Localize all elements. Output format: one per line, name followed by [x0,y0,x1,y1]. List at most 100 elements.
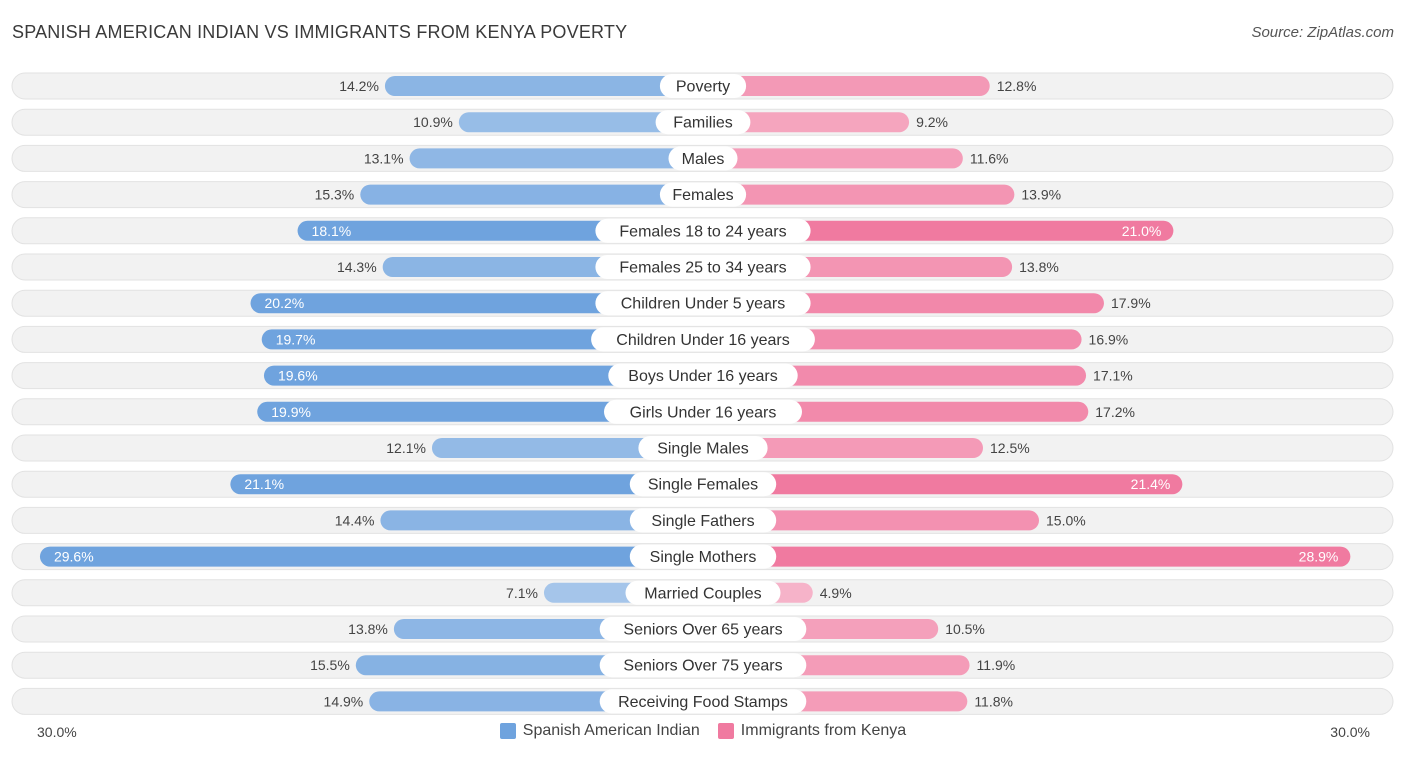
value-label-immigrants-from-kenya: 4.9% [820,585,852,601]
category-label-children-under-16-years: Children Under 16 years [616,332,789,349]
category-label-boys-under-16-years: Boys Under 16 years [628,368,777,385]
bar-immigrants-from-kenya-females [703,184,1015,205]
value-label-spanish-american-indian: 15.5% [310,657,350,673]
value-label-spanish-american-indian: 19.6% [278,368,318,384]
category-label-males: Males [682,151,725,168]
value-label-spanish-american-indian: 15.3% [315,187,355,203]
bar-immigrants-from-kenya-single-fathers [703,510,1039,531]
bar-immigrants-from-kenya-boys-under-16-years [703,365,1087,386]
legend-label: Spanish American Indian [522,722,700,739]
bar-spanish-american-indian-single-males [431,438,703,458]
bar-spanish-american-indian-children-under-5-years [250,293,703,314]
bar-spanish-american-indian-females [360,184,703,205]
legend-item-immigrants-from-kenya[interactable]: Immigrants from Kenya [717,722,907,740]
bar-spanish-american-indian-single-fathers [380,510,703,531]
bar-immigrants-from-kenya-families [703,112,910,133]
category-label-seniors-over-75-years: Seniors Over 75 years [623,658,782,675]
category-label-children-under-5-years: Children Under 5 years [621,296,786,313]
value-label-spanish-american-indian: 10.9% [413,114,453,130]
category-pill-females [659,182,747,207]
category-pill-girls-under-16-years [604,399,802,424]
bar-spanish-american-indian-single-mothers [39,546,703,567]
category-label-receiving-food-stamps: Receiving Food Stamps [618,694,788,711]
category-pill-children-under-5-years [595,291,811,316]
bar-immigrants-from-kenya-single-mothers [703,546,1351,567]
category-pill-boys-under-16-years [608,363,798,388]
value-label-immigrants-from-kenya: 16.9% [1089,331,1129,347]
bar-spanish-american-indian-poverty [384,76,703,96]
value-label-immigrants-from-kenya: 10.5% [945,621,985,637]
category-label-single-fathers: Single Fathers [651,513,754,530]
value-label-immigrants-from-kenya: 21.4% [1131,476,1171,492]
value-label-immigrants-from-kenya: 9.2% [916,114,948,130]
bar-immigrants-from-kenya-males [703,148,963,169]
category-label-single-mothers: Single Mothers [650,549,757,566]
category-pill-single-mothers [629,544,777,569]
axis-label-left: 30.0% [37,724,77,740]
value-label-spanish-american-indian: 14.2% [339,78,379,94]
value-label-spanish-american-indian: 21.1% [244,476,284,492]
legend-item-spanish-american-indian[interactable]: Spanish American Indian [499,722,700,740]
value-label-immigrants-from-kenya: 11.6% [970,150,1009,166]
source-note: Source: ZipAtlas.com [1251,24,1394,41]
value-label-immigrants-from-kenya: 17.9% [1111,295,1151,311]
category-pill-families [655,110,751,135]
bar-spanish-american-indian-girls-under-16-years [257,401,703,422]
bar-immigrants-from-kenya-single-males [703,438,983,458]
value-label-immigrants-from-kenya: 12.5% [990,440,1030,456]
value-label-spanish-american-indian: 19.9% [271,404,311,420]
value-label-immigrants-from-kenya: 21.0% [1122,223,1162,239]
value-label-spanish-american-indian: 14.4% [335,512,375,528]
category-label-seniors-over-65-years: Seniors Over 65 years [623,622,782,639]
category-label-married-couples: Married Couples [644,585,761,602]
legend-swatch-blue [499,723,516,739]
axis-label-right: 30.0% [1330,724,1370,740]
bar-immigrants-from-kenya-single-females [703,474,1183,495]
bar-immigrants-from-kenya-poverty [703,76,990,96]
value-label-spanish-american-indian: 14.9% [324,693,364,709]
category-pill-single-fathers [629,508,777,533]
category-pill-single-males [638,436,768,460]
bar-immigrants-from-kenya-females-18-to-24-years [703,220,1174,241]
category-pill-receiving-food-stamps [599,689,807,714]
bar-spanish-american-indian-males [409,148,703,169]
value-label-immigrants-from-kenya: 13.8% [1019,259,1059,275]
value-label-spanish-american-indian: 29.6% [54,549,94,565]
category-label-females-18-to-24-years: Females 18 to 24 years [619,223,786,240]
category-pill-married-couples [625,580,781,605]
value-label-immigrants-from-kenya: 28.9% [1299,549,1339,565]
category-pill-females-18-to-24-years [595,218,811,243]
bar-spanish-american-indian-families [458,112,703,133]
value-label-spanish-american-indian: 12.1% [386,440,426,456]
category-label-poverty: Poverty [676,79,730,96]
bar-spanish-american-indian-boys-under-16-years [263,365,703,386]
legend-label: Immigrants from Kenya [740,722,907,739]
value-label-immigrants-from-kenya: 13.9% [1021,187,1061,203]
value-label-immigrants-from-kenya: 15.0% [1046,512,1086,528]
category-label-females-25-to-34-years: Females 25 to 34 years [619,260,786,277]
category-pill-males [668,146,738,171]
chart-title: SPANISH AMERICAN INDIAN VS IMMIGRANTS FR… [12,22,628,42]
value-label-spanish-american-indian: 14.3% [337,259,377,275]
value-label-spanish-american-indian: 20.2% [265,295,305,311]
value-label-spanish-american-indian: 13.8% [348,621,388,637]
value-label-spanish-american-indian: 13.1% [364,150,404,166]
category-pill-poverty [659,74,747,98]
category-pill-seniors-over-75-years [599,653,807,678]
value-label-spanish-american-indian: 7.1% [506,585,538,601]
value-label-immigrants-from-kenya: 17.1% [1093,368,1133,384]
bar-spanish-american-indian-single-females [230,474,704,495]
category-pill-seniors-over-65-years [599,617,807,641]
value-label-immigrants-from-kenya: 11.9% [977,657,1016,673]
category-pill-children-under-16-years [591,327,815,352]
category-pill-females-25-to-34-years [595,255,811,279]
legend-swatch-pink [717,723,734,739]
category-label-families: Families [673,115,733,132]
category-pill-single-females [629,472,777,497]
value-label-immigrants-from-kenya: 17.2% [1095,404,1135,420]
category-label-girls-under-16-years: Girls Under 16 years [630,404,777,421]
value-label-spanish-american-indian: 19.7% [276,331,316,347]
category-label-females: Females [672,187,733,204]
value-label-immigrants-from-kenya: 12.8% [997,78,1037,94]
